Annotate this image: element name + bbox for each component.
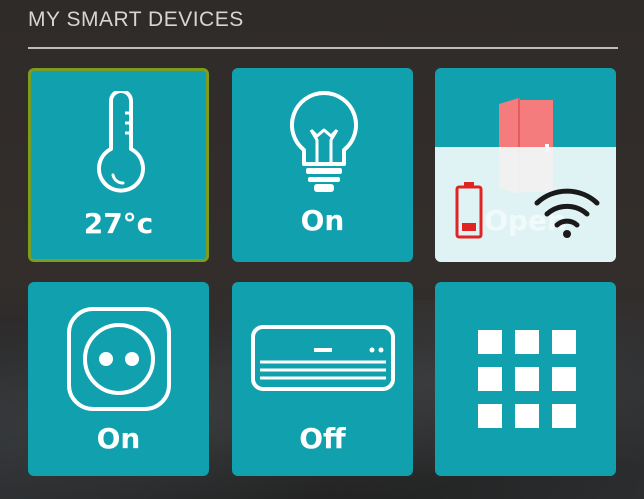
battery-low-icon	[455, 181, 483, 239]
wifi-icon	[531, 183, 603, 239]
air-conditioner-tile[interactable]: Off	[232, 282, 413, 476]
socket-tile[interactable]: On	[28, 282, 209, 476]
title-divider	[28, 47, 618, 49]
door-tile[interactable]: Open	[435, 68, 616, 262]
light-label: On	[300, 204, 345, 237]
socket-label: On	[96, 422, 141, 455]
light-tile[interactable]: On	[232, 68, 413, 262]
status-overlay	[435, 147, 616, 262]
grid-icon	[478, 330, 576, 428]
thermometer-icon	[91, 91, 151, 201]
more-apps-tile[interactable]	[435, 282, 616, 476]
thermostat-label: 27°c	[83, 207, 154, 240]
power-socket-icon	[66, 306, 172, 412]
page-title: MY SMART DEVICES	[28, 8, 244, 31]
air-conditioner-label: Off	[299, 422, 346, 455]
thermostat-tile[interactable]: 27°c	[28, 68, 209, 262]
air-conditioner-icon	[250, 324, 396, 394]
lightbulb-icon	[284, 88, 364, 198]
